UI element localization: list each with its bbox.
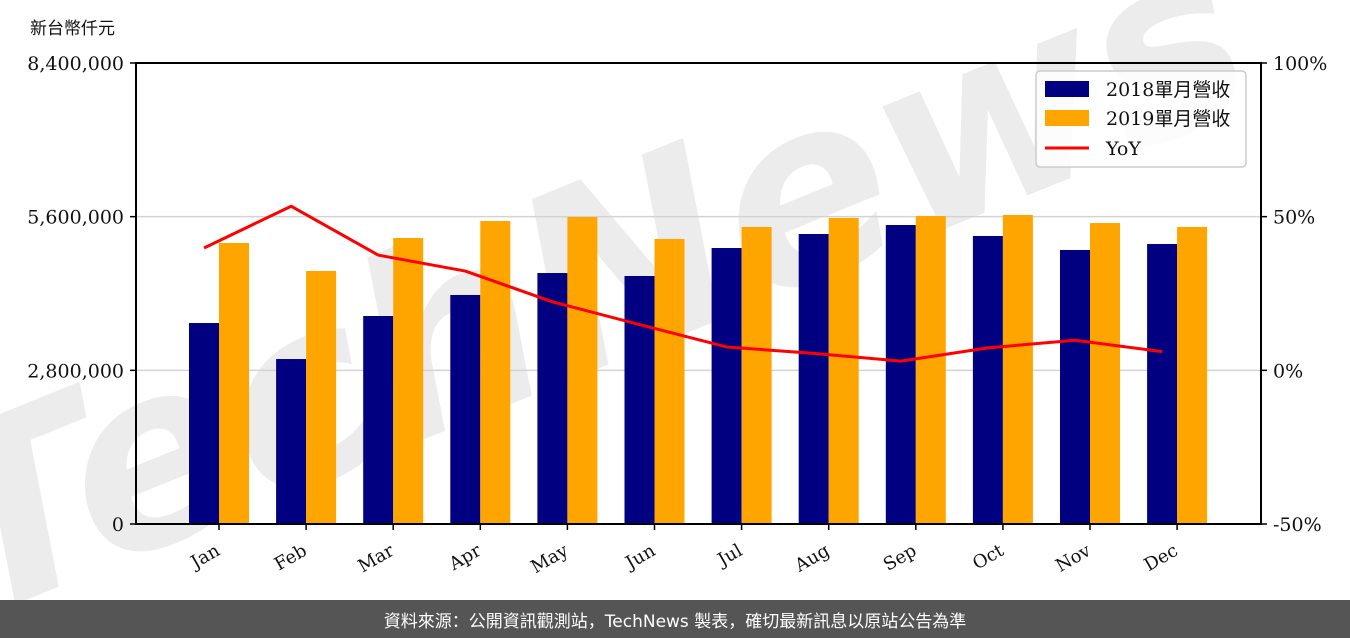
bar-2018	[189, 323, 219, 524]
bar-2019	[1177, 226, 1208, 524]
x-tick-label: Sep	[880, 540, 920, 575]
bar-2019	[1002, 215, 1033, 524]
bar-2018	[798, 234, 829, 525]
source-footer: 資料來源：公開資訊觀測站，TechNews 製表，確切最新訊息以原站公告為準	[0, 600, 1350, 638]
x-tick-label: Aug	[791, 540, 834, 577]
bar-2018	[711, 248, 742, 524]
x-tick-label: May	[527, 540, 572, 578]
chart: TechNews 02,800,0005,600,0008,400,000-50…	[0, 0, 1327, 600]
bar-2019	[219, 243, 249, 524]
y-left-tick-label: 5,600,000	[27, 207, 124, 229]
y-right-tick-label: 100%	[1273, 53, 1327, 75]
bar-2019	[393, 238, 424, 524]
bar-2018	[1060, 249, 1090, 524]
bar-2019	[567, 216, 598, 524]
bar-series	[189, 215, 1208, 525]
y-axis-unit-label: 新台幣仟元	[30, 19, 115, 39]
bar-2019	[741, 226, 772, 524]
x-tick-label: Jul	[713, 540, 747, 572]
y-right-tick-label: 0%	[1273, 360, 1303, 382]
bar-2019	[654, 239, 685, 524]
y-right-tick-label: -50%	[1273, 514, 1322, 536]
x-tick-label: Dec	[1141, 540, 1182, 576]
legend-label: 2019單月營收	[1106, 108, 1230, 130]
bar-2018	[1147, 243, 1178, 524]
bar-2019	[828, 217, 859, 524]
x-tick-label: Jun	[620, 540, 659, 575]
y-left-tick-label: 2,800,000	[27, 360, 124, 382]
bar-2018	[972, 235, 1003, 525]
bar-2018	[276, 359, 307, 524]
bar-2018	[450, 294, 481, 524]
legend-label: 2018單月營收	[1106, 79, 1230, 101]
bar-2019	[306, 270, 337, 524]
y-right-tick-label: 50%	[1273, 207, 1315, 229]
footer-text: 資料來源：公開資訊觀測站，TechNews 製表，確切最新訊息以原站公告為準	[383, 611, 967, 632]
x-tick-label: Oct	[969, 540, 1008, 575]
bar-2018	[363, 316, 394, 524]
x-tick-label: Nov	[1052, 540, 1095, 577]
bar-2019	[1090, 223, 1120, 525]
legend-label: YoY	[1105, 138, 1141, 160]
bar-2019	[915, 216, 946, 524]
y-left-tick-label: 8,400,000	[27, 53, 124, 75]
y-left-tick-label: 0	[112, 514, 124, 536]
bar-2018	[885, 225, 916, 524]
x-tick-label: Mar	[354, 540, 398, 577]
bar-2018	[537, 273, 568, 524]
legend: 2018單月營收 2019單月營收 YoY	[1035, 70, 1247, 168]
bar-2018	[624, 275, 655, 524]
bar-2019	[480, 221, 511, 524]
yoy-line	[203, 204, 1163, 363]
x-tick-label: Apr	[445, 540, 485, 575]
